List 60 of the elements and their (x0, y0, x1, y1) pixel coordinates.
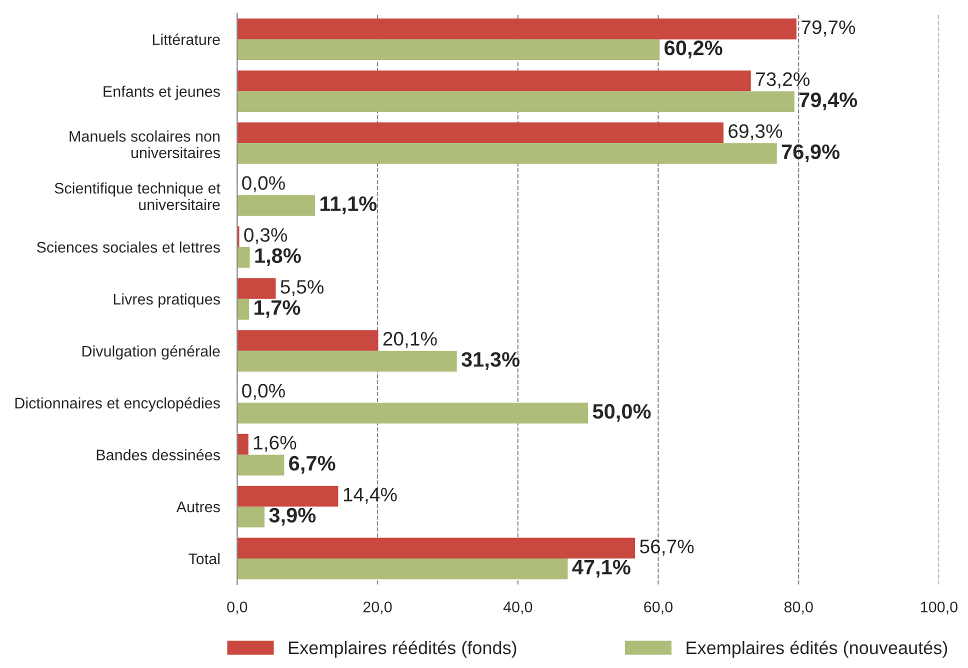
data-label: 5,5% (280, 280, 324, 296)
data-label: 31,3% (461, 352, 520, 370)
bar (237, 350, 457, 372)
data-label: 1,7% (254, 300, 300, 318)
data-label: 50,0% (592, 404, 651, 422)
bar (237, 330, 378, 351)
data-label: 79,4% (799, 92, 858, 110)
y-tick-label: Manuels scolaires non universitaires (70, 130, 220, 158)
y-tick-label: Enfants et jeunes (104, 86, 220, 100)
y-tick-label: Livres pratiques (114, 293, 220, 308)
legend-label: Exemplaires réédités (fonds) (289, 640, 516, 658)
bar (237, 434, 248, 455)
bar (237, 247, 250, 268)
data-label: 14,4% (344, 488, 397, 504)
legend-label: Exemplaires édités (nouveautés) (686, 640, 948, 658)
y-tick-label: Sciences sociales et lettres (36, 241, 220, 253)
bar (237, 558, 568, 580)
data-label: 0,3% (244, 228, 288, 244)
y-tick-label: Dictionnaires et encyclopédies (15, 397, 220, 412)
bar (237, 278, 276, 299)
data-label: 6,7% (289, 456, 336, 474)
data-label: 79,7% (802, 20, 856, 36)
bar (237, 506, 265, 528)
data-label: 1,6% (254, 436, 296, 452)
bar (237, 298, 250, 320)
bar (237, 195, 316, 216)
data-label: 11,1% (320, 196, 377, 214)
x-tick-label: 60,0 (644, 602, 673, 614)
bar (237, 402, 588, 424)
data-label: 0,0% (242, 176, 285, 192)
x-tick-label: 80,0 (784, 602, 813, 614)
y-tick-label: Autres (176, 502, 220, 512)
data-label: 73,2% (756, 72, 810, 88)
data-label: 60,2% (664, 40, 722, 58)
bar (237, 454, 284, 476)
data-label: 1,8% (255, 248, 301, 266)
bar (237, 122, 724, 144)
x-tick-label: 100,0 (921, 602, 958, 614)
data-label: 56,7% (640, 540, 694, 556)
data-label: 76,9% (782, 144, 840, 162)
y-tick-label: Divulgation générale (82, 345, 220, 360)
bar (237, 70, 751, 92)
data-label: 0,0% (242, 384, 285, 400)
bar (237, 39, 660, 60)
x-tick-label: 20,0 (363, 602, 392, 614)
data-label: 20,1% (383, 332, 437, 348)
data-label: 3,9% (269, 508, 316, 526)
y-tick-label: Scientifique technique et universitaire (54, 182, 220, 210)
data-label: 47,1% (572, 560, 630, 578)
x-tick-label: 40,0 (503, 602, 532, 614)
y-tick-label: Bandes dessinées (96, 448, 220, 460)
bar (237, 538, 636, 559)
bar (237, 143, 777, 164)
y-tick-label: Littérature (152, 34, 220, 46)
bar (237, 486, 338, 507)
x-tick-label: 0,0 (227, 602, 248, 614)
bar (237, 91, 794, 112)
bar (237, 18, 796, 40)
data-label: 69,3% (728, 124, 782, 140)
y-tick-label: Total (188, 553, 220, 564)
